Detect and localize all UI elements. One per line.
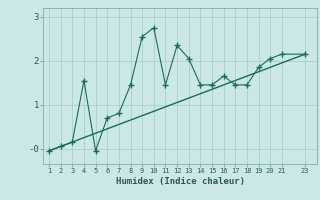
X-axis label: Humidex (Indice chaleur): Humidex (Indice chaleur) [116, 177, 244, 186]
